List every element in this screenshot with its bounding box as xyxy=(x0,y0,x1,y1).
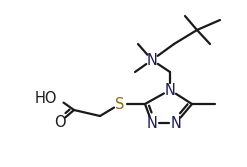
Text: HO: HO xyxy=(35,91,57,106)
Text: N: N xyxy=(171,116,182,130)
Text: N: N xyxy=(165,82,175,98)
Text: O: O xyxy=(54,115,66,129)
Text: N: N xyxy=(146,52,157,67)
Text: N: N xyxy=(146,116,157,130)
Text: S: S xyxy=(115,97,125,112)
